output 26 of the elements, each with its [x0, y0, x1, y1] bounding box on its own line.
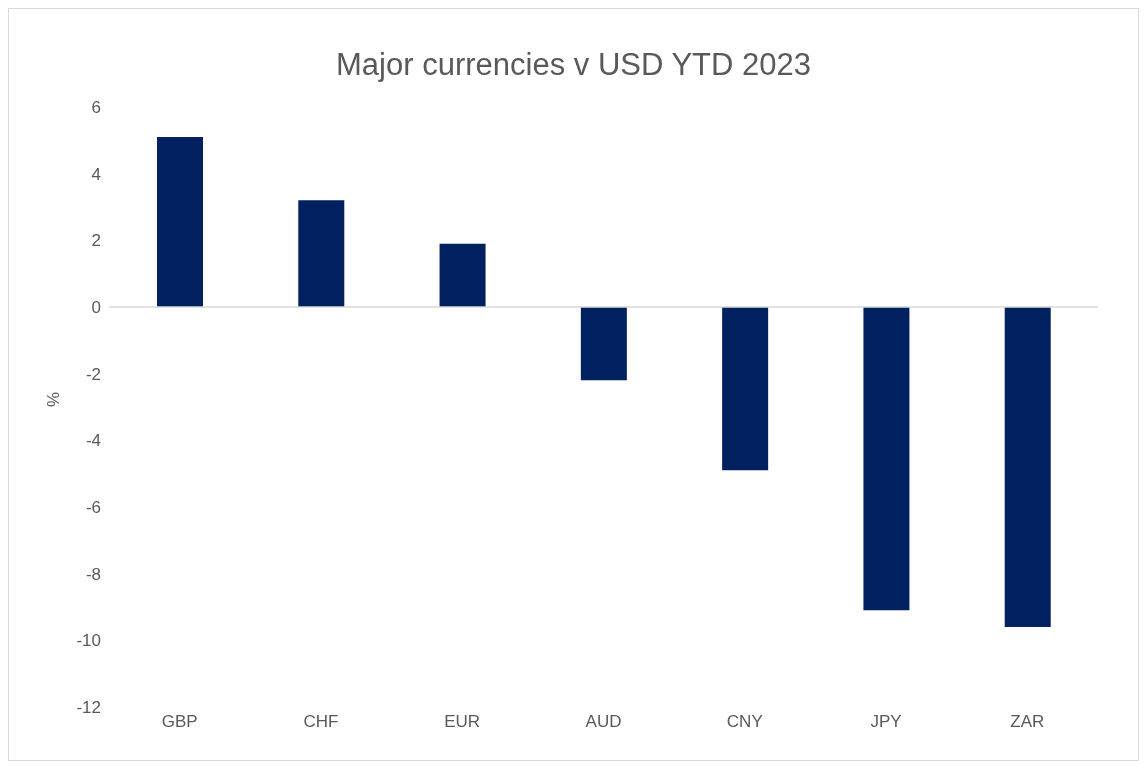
x-tick-label: JPY	[870, 712, 902, 732]
y-tick-label: 0	[91, 298, 101, 318]
y-tick-label: -12	[76, 698, 101, 718]
bar	[439, 243, 486, 307]
y-tick-label: -8	[85, 564, 101, 584]
y-tick-label: -2	[85, 364, 101, 384]
x-tick-label: CNY	[726, 712, 763, 732]
x-tick-label: EUR	[444, 712, 481, 732]
bar	[863, 307, 910, 611]
y-tick-label: -10	[76, 631, 101, 651]
x-tick-label: CHF	[303, 712, 339, 732]
bar	[580, 307, 627, 381]
x-tick-label: AUD	[585, 712, 622, 732]
y-tick-label: -6	[85, 498, 101, 518]
chart-title: Major currencies v USD YTD 2023	[335, 46, 812, 84]
y-tick-label: 6	[91, 98, 101, 118]
y-axis-title: %	[44, 391, 64, 407]
x-tick-label: GBP	[161, 712, 198, 732]
x-tick-label: ZAR	[1010, 712, 1045, 732]
y-tick-label: -4	[85, 431, 101, 451]
y-tick-label: 2	[91, 231, 101, 251]
bar	[298, 200, 345, 307]
bar	[722, 307, 769, 471]
y-tick-label: 4	[91, 164, 101, 184]
bar	[157, 137, 203, 307]
bar	[1004, 307, 1051, 627]
